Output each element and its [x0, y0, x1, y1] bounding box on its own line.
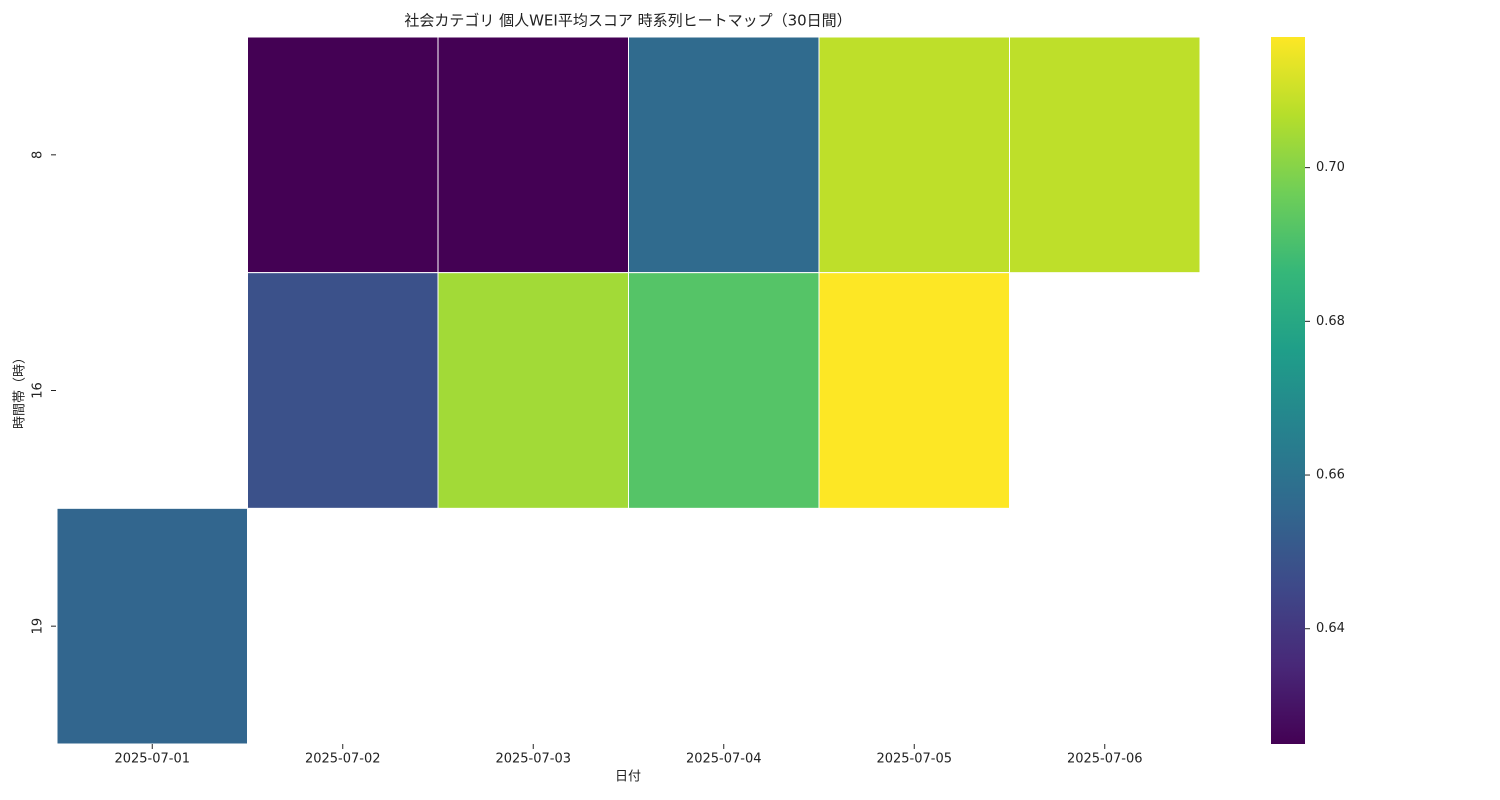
colorbar [1271, 37, 1305, 744]
heatmap-cell [818, 36, 1010, 274]
x-axis-label: 日付 [615, 770, 641, 785]
y-tick-label: 19 [31, 618, 46, 635]
x-tick-label: 2025-07-03 [495, 752, 571, 767]
heatmap-cell [818, 272, 1010, 509]
heatmap-cell [56, 507, 248, 745]
colorbar-tick-label: 0.68 [1316, 314, 1345, 329]
y-axis-label: 時間帯（時） [13, 351, 28, 429]
heatmap-cell [247, 272, 439, 509]
x-tick-label: 2025-07-02 [305, 752, 381, 767]
chart-title: 社会カテゴリ 個人WEI平均スコア 時系列ヒートマップ（30日間） [404, 12, 851, 30]
x-tick-label: 2025-07-04 [686, 752, 762, 767]
colorbar-tick-label: 0.64 [1316, 621, 1345, 636]
x-tick-label: 2025-07-05 [876, 752, 952, 767]
heatmap-cell [247, 36, 439, 274]
heatmap-cell [1009, 36, 1201, 274]
x-tick-label: 2025-07-06 [1067, 752, 1143, 767]
x-tick-label: 2025-07-01 [114, 752, 190, 767]
heatmap-cell [628, 272, 820, 509]
heatmap-cell [628, 36, 820, 274]
y-tick-label: 16 [31, 382, 46, 399]
heatmap-cell [437, 36, 629, 274]
colorbar-tick-label: 0.70 [1316, 160, 1345, 175]
heatmap-cell [437, 272, 629, 509]
y-tick-label: 8 [31, 151, 46, 159]
colorbar-tick-label: 0.66 [1316, 468, 1345, 483]
